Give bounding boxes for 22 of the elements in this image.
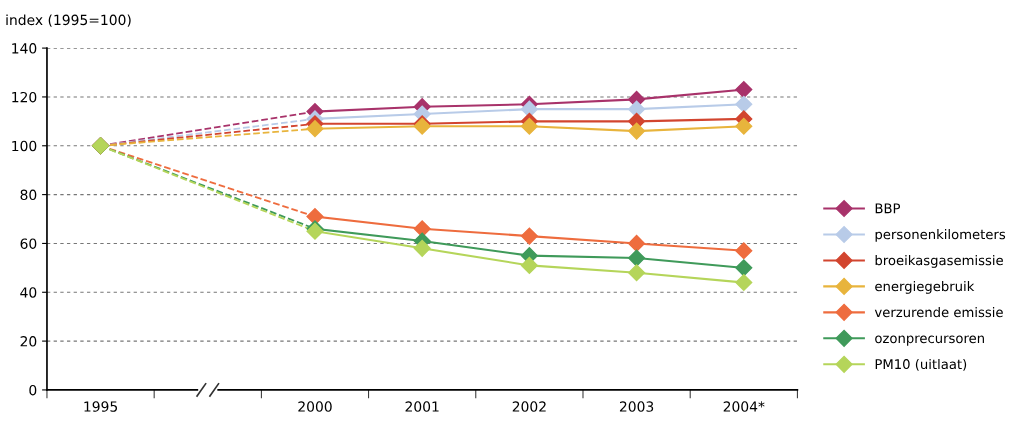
y-tick-label: 100 [12, 140, 37, 152]
y-tick-label: 0 [29, 384, 37, 396]
legend-label: ozonprecursoren [875, 335, 984, 346]
y-axis-title: index (1995=100) [6, 14, 131, 27]
legend-label: energiegebruik [875, 281, 975, 294]
legend-label: BBP [875, 203, 901, 214]
legend-label: verzurende emissie [874, 306, 1003, 318]
y-tick-label: 20 [20, 336, 37, 347]
x-tick-label: 2001 [405, 401, 439, 412]
legend-label: PM10 (uitlaat) [875, 358, 967, 371]
y-tick-label: 60 [20, 238, 37, 249]
x-tick-label: 2004* [723, 401, 765, 412]
x-tick-label: 1995 [84, 401, 118, 412]
y-tick-label: 80 [20, 189, 37, 201]
y-tick-label: 120 [12, 91, 37, 103]
x-tick-label: 2003 [619, 401, 654, 412]
x-tick-label: 2000 [298, 401, 332, 412]
y-tick-label: 140 [12, 43, 37, 54]
x-tick-label: 2002 [512, 401, 546, 412]
y-tick-label: 40 [20, 287, 37, 298]
legend-label: broeikasgasemissie [875, 255, 1003, 268]
legend-label: personenkilometers [875, 229, 1006, 242]
